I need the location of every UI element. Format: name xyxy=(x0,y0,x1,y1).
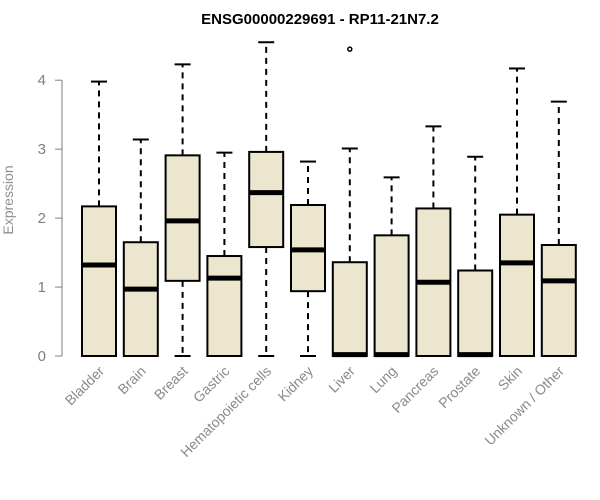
y-tick-label: 0 xyxy=(38,348,46,365)
y-tick-label: 3 xyxy=(38,141,46,158)
iqr-box xyxy=(206,255,243,357)
box-hematopoietic-cells xyxy=(248,41,285,357)
box-kidney xyxy=(290,160,326,357)
chart-title: ENSG00000229691 - RP11-21N7.2 xyxy=(201,11,439,28)
box-bladder xyxy=(81,80,117,357)
box-skin xyxy=(499,67,535,357)
iqr-box xyxy=(540,243,577,357)
y-tick-label: 1 xyxy=(38,279,46,296)
x-tick-label: Brain xyxy=(114,363,148,397)
x-tick-label: Prostate xyxy=(435,363,483,411)
y-axis-label: Expression xyxy=(0,165,16,234)
box-breast xyxy=(164,63,201,357)
box-brain xyxy=(122,138,159,357)
x-tick-label: Bladder xyxy=(62,363,108,409)
box-lung xyxy=(373,176,410,358)
y-tick-label: 4 xyxy=(38,72,46,89)
x-tick-label: Lung xyxy=(366,363,399,396)
iqr-box xyxy=(331,261,368,357)
iqr-box xyxy=(81,205,117,357)
outlier-point xyxy=(347,46,353,52)
iqr-box xyxy=(457,269,494,358)
x-tick-label: Skin xyxy=(495,363,526,394)
y-tick-label: 2 xyxy=(38,210,46,227)
boxes-group xyxy=(81,41,577,358)
iqr-box xyxy=(164,154,201,282)
iqr-box xyxy=(373,234,410,357)
x-tick-label: Liver xyxy=(325,363,358,396)
box-liver xyxy=(331,46,368,358)
iqr-box xyxy=(499,213,535,357)
y-axis: 0 1 2 3 4 xyxy=(38,72,63,365)
x-tick-label: Breast xyxy=(151,363,191,403)
x-tick-label: Kidney xyxy=(275,363,317,405)
box-gastric xyxy=(206,151,243,357)
box-prostate xyxy=(457,155,494,358)
box-pancreas xyxy=(415,125,452,357)
iqr-box xyxy=(248,150,285,249)
box-unknown-other xyxy=(540,100,577,357)
iqr-box xyxy=(122,241,159,357)
x-tick-label: Unknown / Other xyxy=(481,363,567,449)
